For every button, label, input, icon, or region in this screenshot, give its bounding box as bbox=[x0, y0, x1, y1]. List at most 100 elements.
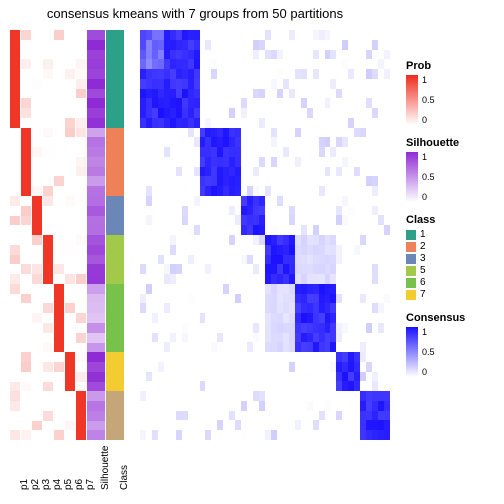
anno-cell bbox=[10, 216, 20, 226]
anno-cell bbox=[21, 225, 31, 235]
anno-cell bbox=[10, 343, 20, 353]
anno-cell bbox=[21, 128, 31, 138]
anno-cell bbox=[32, 128, 42, 138]
heatmap-cell bbox=[384, 235, 390, 245]
legend-class-row: 2 bbox=[406, 241, 498, 252]
anno-cell bbox=[32, 264, 42, 274]
heatmap-cell bbox=[384, 186, 390, 196]
anno-cell bbox=[32, 167, 42, 177]
anno-cell bbox=[87, 362, 105, 372]
anno-cell bbox=[87, 352, 105, 362]
anno-cell bbox=[21, 264, 31, 274]
anno-cell bbox=[32, 108, 42, 118]
anno-cell bbox=[106, 235, 124, 245]
xlabel-Class: Class bbox=[119, 465, 130, 490]
anno-cell bbox=[65, 79, 75, 89]
anno-cell bbox=[65, 206, 75, 216]
anno-cell bbox=[65, 352, 75, 362]
anno-cell bbox=[43, 421, 53, 431]
legend-prob-bar bbox=[406, 75, 418, 125]
heatmap-cell bbox=[384, 50, 390, 60]
legend-silhouette-ticks: 10.50 bbox=[422, 152, 435, 202]
legend-silhouette-bar bbox=[406, 152, 418, 202]
legend-class-swatch bbox=[406, 242, 416, 252]
xlabel-p1: p1 bbox=[19, 479, 30, 490]
anno-cell bbox=[43, 382, 53, 392]
anno-cell bbox=[87, 59, 105, 69]
anno-cell bbox=[32, 186, 42, 196]
anno-cell bbox=[43, 196, 53, 206]
anno-cell bbox=[106, 421, 124, 431]
anno-cell bbox=[65, 137, 75, 147]
heatmap-cell bbox=[384, 264, 390, 274]
anno-cell bbox=[21, 118, 31, 128]
anno-cell bbox=[54, 186, 64, 196]
anno-cell bbox=[87, 89, 105, 99]
anno-cell bbox=[106, 274, 124, 284]
anno-cell bbox=[106, 50, 124, 60]
anno-cell bbox=[87, 137, 105, 147]
anno-cell bbox=[54, 362, 64, 372]
anno-cell bbox=[32, 411, 42, 421]
anno-cell bbox=[87, 323, 105, 333]
anno-cell bbox=[87, 303, 105, 313]
anno-cell bbox=[65, 401, 75, 411]
legend-class-label: 1 bbox=[420, 229, 426, 240]
anno-cell bbox=[87, 206, 105, 216]
anno-cell bbox=[32, 30, 42, 40]
anno-cell bbox=[43, 137, 53, 147]
anno-cell bbox=[10, 147, 20, 157]
anno-cell bbox=[43, 59, 53, 69]
anno-cell bbox=[54, 411, 64, 421]
anno-cell bbox=[43, 343, 53, 353]
legend-class-label: 5 bbox=[420, 265, 426, 276]
anno-cell bbox=[76, 352, 86, 362]
legend-prob-ticks: 10.50 bbox=[422, 75, 435, 125]
anno-cell bbox=[10, 40, 20, 50]
anno-cell bbox=[106, 382, 124, 392]
anno-cell bbox=[10, 235, 20, 245]
legend-class-swatch bbox=[406, 266, 416, 276]
anno-cell bbox=[54, 108, 64, 118]
anno-cell bbox=[10, 274, 20, 284]
anno-cell bbox=[106, 362, 124, 372]
anno-cell bbox=[76, 108, 86, 118]
anno-cell bbox=[43, 430, 53, 440]
xlabel-p7: p7 bbox=[85, 479, 96, 490]
heatmap-cell bbox=[384, 215, 390, 225]
anno-cell bbox=[76, 411, 86, 421]
anno-cell bbox=[10, 59, 20, 69]
heatmap-cell bbox=[384, 30, 390, 40]
anno-cell bbox=[65, 274, 75, 284]
anno-cell bbox=[32, 284, 42, 294]
anno-cell bbox=[10, 128, 20, 138]
anno-cell bbox=[106, 40, 124, 50]
anno-cell bbox=[87, 196, 105, 206]
anno-cell bbox=[65, 303, 75, 313]
anno-cell bbox=[32, 430, 42, 440]
anno-cell bbox=[76, 50, 86, 60]
anno-cell bbox=[106, 128, 124, 138]
heatmap-cell bbox=[384, 284, 390, 294]
anno-cell bbox=[76, 333, 86, 343]
anno-cell bbox=[65, 264, 75, 274]
anno-cell bbox=[65, 108, 75, 118]
anno-cell bbox=[54, 313, 64, 323]
anno-cell bbox=[32, 50, 42, 60]
anno-cell bbox=[54, 264, 64, 274]
anno-cell bbox=[54, 401, 64, 411]
heatmap-cell bbox=[384, 420, 390, 430]
anno-cell bbox=[76, 59, 86, 69]
anno-cell bbox=[87, 79, 105, 89]
anno-cell bbox=[32, 352, 42, 362]
anno-cell bbox=[65, 196, 75, 206]
anno-cell bbox=[76, 264, 86, 274]
anno-cell bbox=[32, 196, 42, 206]
anno-cell bbox=[87, 30, 105, 40]
anno-cell bbox=[76, 372, 86, 382]
anno-cell bbox=[32, 59, 42, 69]
anno-cell bbox=[65, 30, 75, 40]
anno-cell bbox=[43, 294, 53, 304]
anno-cell bbox=[21, 430, 31, 440]
anno-cell bbox=[87, 235, 105, 245]
